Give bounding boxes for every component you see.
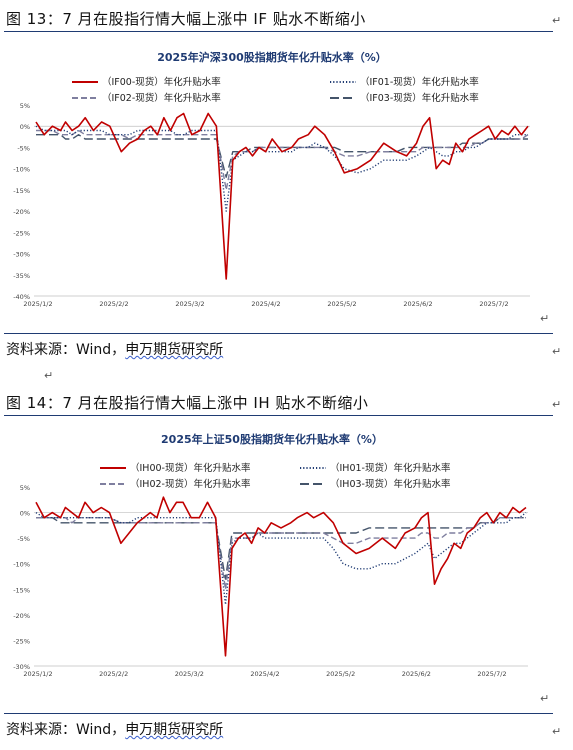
x-tick-label: 2025/7/2 (477, 670, 506, 678)
legend-label: （IH01-现货）年化升贴水率 (330, 462, 451, 474)
paragraph-mark: ↵ (552, 14, 562, 27)
paragraph-mark: ↵ (552, 398, 562, 411)
y-tick-label: -15% (13, 187, 30, 195)
x-tick-label: 2025/4/2 (251, 300, 280, 308)
y-tick-label: 0% (20, 510, 30, 518)
y-tick-label: -25% (13, 229, 30, 237)
y-tick-label: -20% (13, 612, 30, 620)
x-tick-label: 2025/6/2 (403, 300, 432, 308)
chart-if-basis: 2025年沪深300股指期货年化升贴水率（%） （IF00-现货）年化升贴水率 （I… (13, 50, 530, 308)
series-line-ih02 (36, 516, 526, 591)
source-prefix: 资料来源：Wind， (6, 342, 126, 358)
source-name: 申万期货研究所 (125, 342, 224, 358)
caption-rule (4, 415, 553, 416)
y-tick-label: -40% (13, 293, 30, 301)
paragraph-mark: ↵ (540, 692, 550, 705)
figure-13-source: 资料来源：Wind，申万期货研究所 (6, 339, 223, 359)
legend-label: （IF00-现货）年化升贴水率 (102, 76, 221, 88)
legend-label: （IH00-现货）年化升贴水率 (130, 462, 251, 474)
series-line-if03 (36, 133, 528, 178)
chart-title: 2025年沪深300股指期货年化升贴水率（%） (157, 50, 387, 64)
legend-label: （IF02-现货）年化升贴水率 (102, 92, 221, 104)
series-line-ih00 (35, 496, 527, 657)
series-line-if02 (36, 129, 529, 191)
x-tick-label: 2025/3/2 (175, 670, 204, 678)
legend-label: （IH03-现货）年化升贴水率 (330, 478, 451, 490)
x-tick-label: 2025/5/2 (326, 670, 355, 678)
y-tick-label: -30% (13, 251, 30, 259)
y-tick-label: -30% (13, 663, 30, 671)
x-tick-label: 2025/5/2 (327, 300, 356, 308)
paragraph-mark: ↵ (552, 345, 562, 358)
x-tick-label: 2025/7/2 (479, 300, 508, 308)
figure-14-caption: 图 14：7 月在股指行情大幅上涨中 IH 贴水不断缩小 (6, 394, 369, 412)
paragraph-mark: ↵ (44, 369, 54, 382)
source-name: 申万期货研究所 (125, 722, 224, 738)
paragraph-mark: ↵ (540, 312, 550, 325)
y-tick-label: -15% (13, 586, 30, 594)
x-tick-label: 2025/6/2 (402, 670, 431, 678)
x-tick-label: 2025/1/2 (23, 670, 52, 678)
source-prefix: 资料来源：Wind， (6, 722, 126, 738)
source-rule (4, 713, 553, 714)
paragraph-mark: ↵ (552, 725, 562, 738)
y-tick-label: -35% (13, 272, 30, 280)
legend-label: （IH02-现货）年化升贴水率 (130, 478, 251, 490)
series-line-ih03 (36, 516, 526, 580)
x-tick-label: 2025/2/2 (99, 670, 128, 678)
y-tick-label: -10% (13, 166, 30, 174)
y-tick-label: -5% (17, 535, 30, 543)
caption-rule (4, 31, 553, 32)
legend-label: （IF03-现货）年化升贴水率 (360, 92, 479, 104)
figure-13-caption: 图 13：7 月在股指行情大幅上涨中 IF 贴水不断缩小 (6, 10, 366, 28)
series-line-ih01 (35, 512, 527, 606)
legend-label: （IF01-现货）年化升贴水率 (360, 76, 479, 88)
x-tick-label: 2025/1/2 (23, 300, 52, 308)
chart-ih-basis: 2025年上证50股指期货年化升贴水率（%） （IH00-现货）年化升贴水率 （IH… (13, 432, 528, 678)
y-tick-label: -20% (13, 208, 30, 216)
source-rule (4, 333, 553, 334)
x-tick-label: 2025/3/2 (175, 300, 204, 308)
x-tick-label: 2025/2/2 (99, 300, 128, 308)
series-line-if01 (35, 125, 528, 212)
y-tick-label: 0% (20, 123, 30, 131)
y-tick-label: 5% (20, 102, 30, 110)
series-line-if00 (35, 112, 529, 280)
x-tick-label: 2025/4/2 (250, 670, 279, 678)
figure-14-source: 资料来源：Wind，申万期货研究所 (6, 719, 223, 739)
chart-title: 2025年上证50股指期货年化升贴水率（%） (161, 432, 383, 446)
y-tick-label: 5% (20, 484, 30, 492)
y-tick-label: -25% (13, 637, 30, 645)
y-tick-label: -5% (17, 144, 30, 152)
y-tick-label: -10% (13, 561, 30, 569)
